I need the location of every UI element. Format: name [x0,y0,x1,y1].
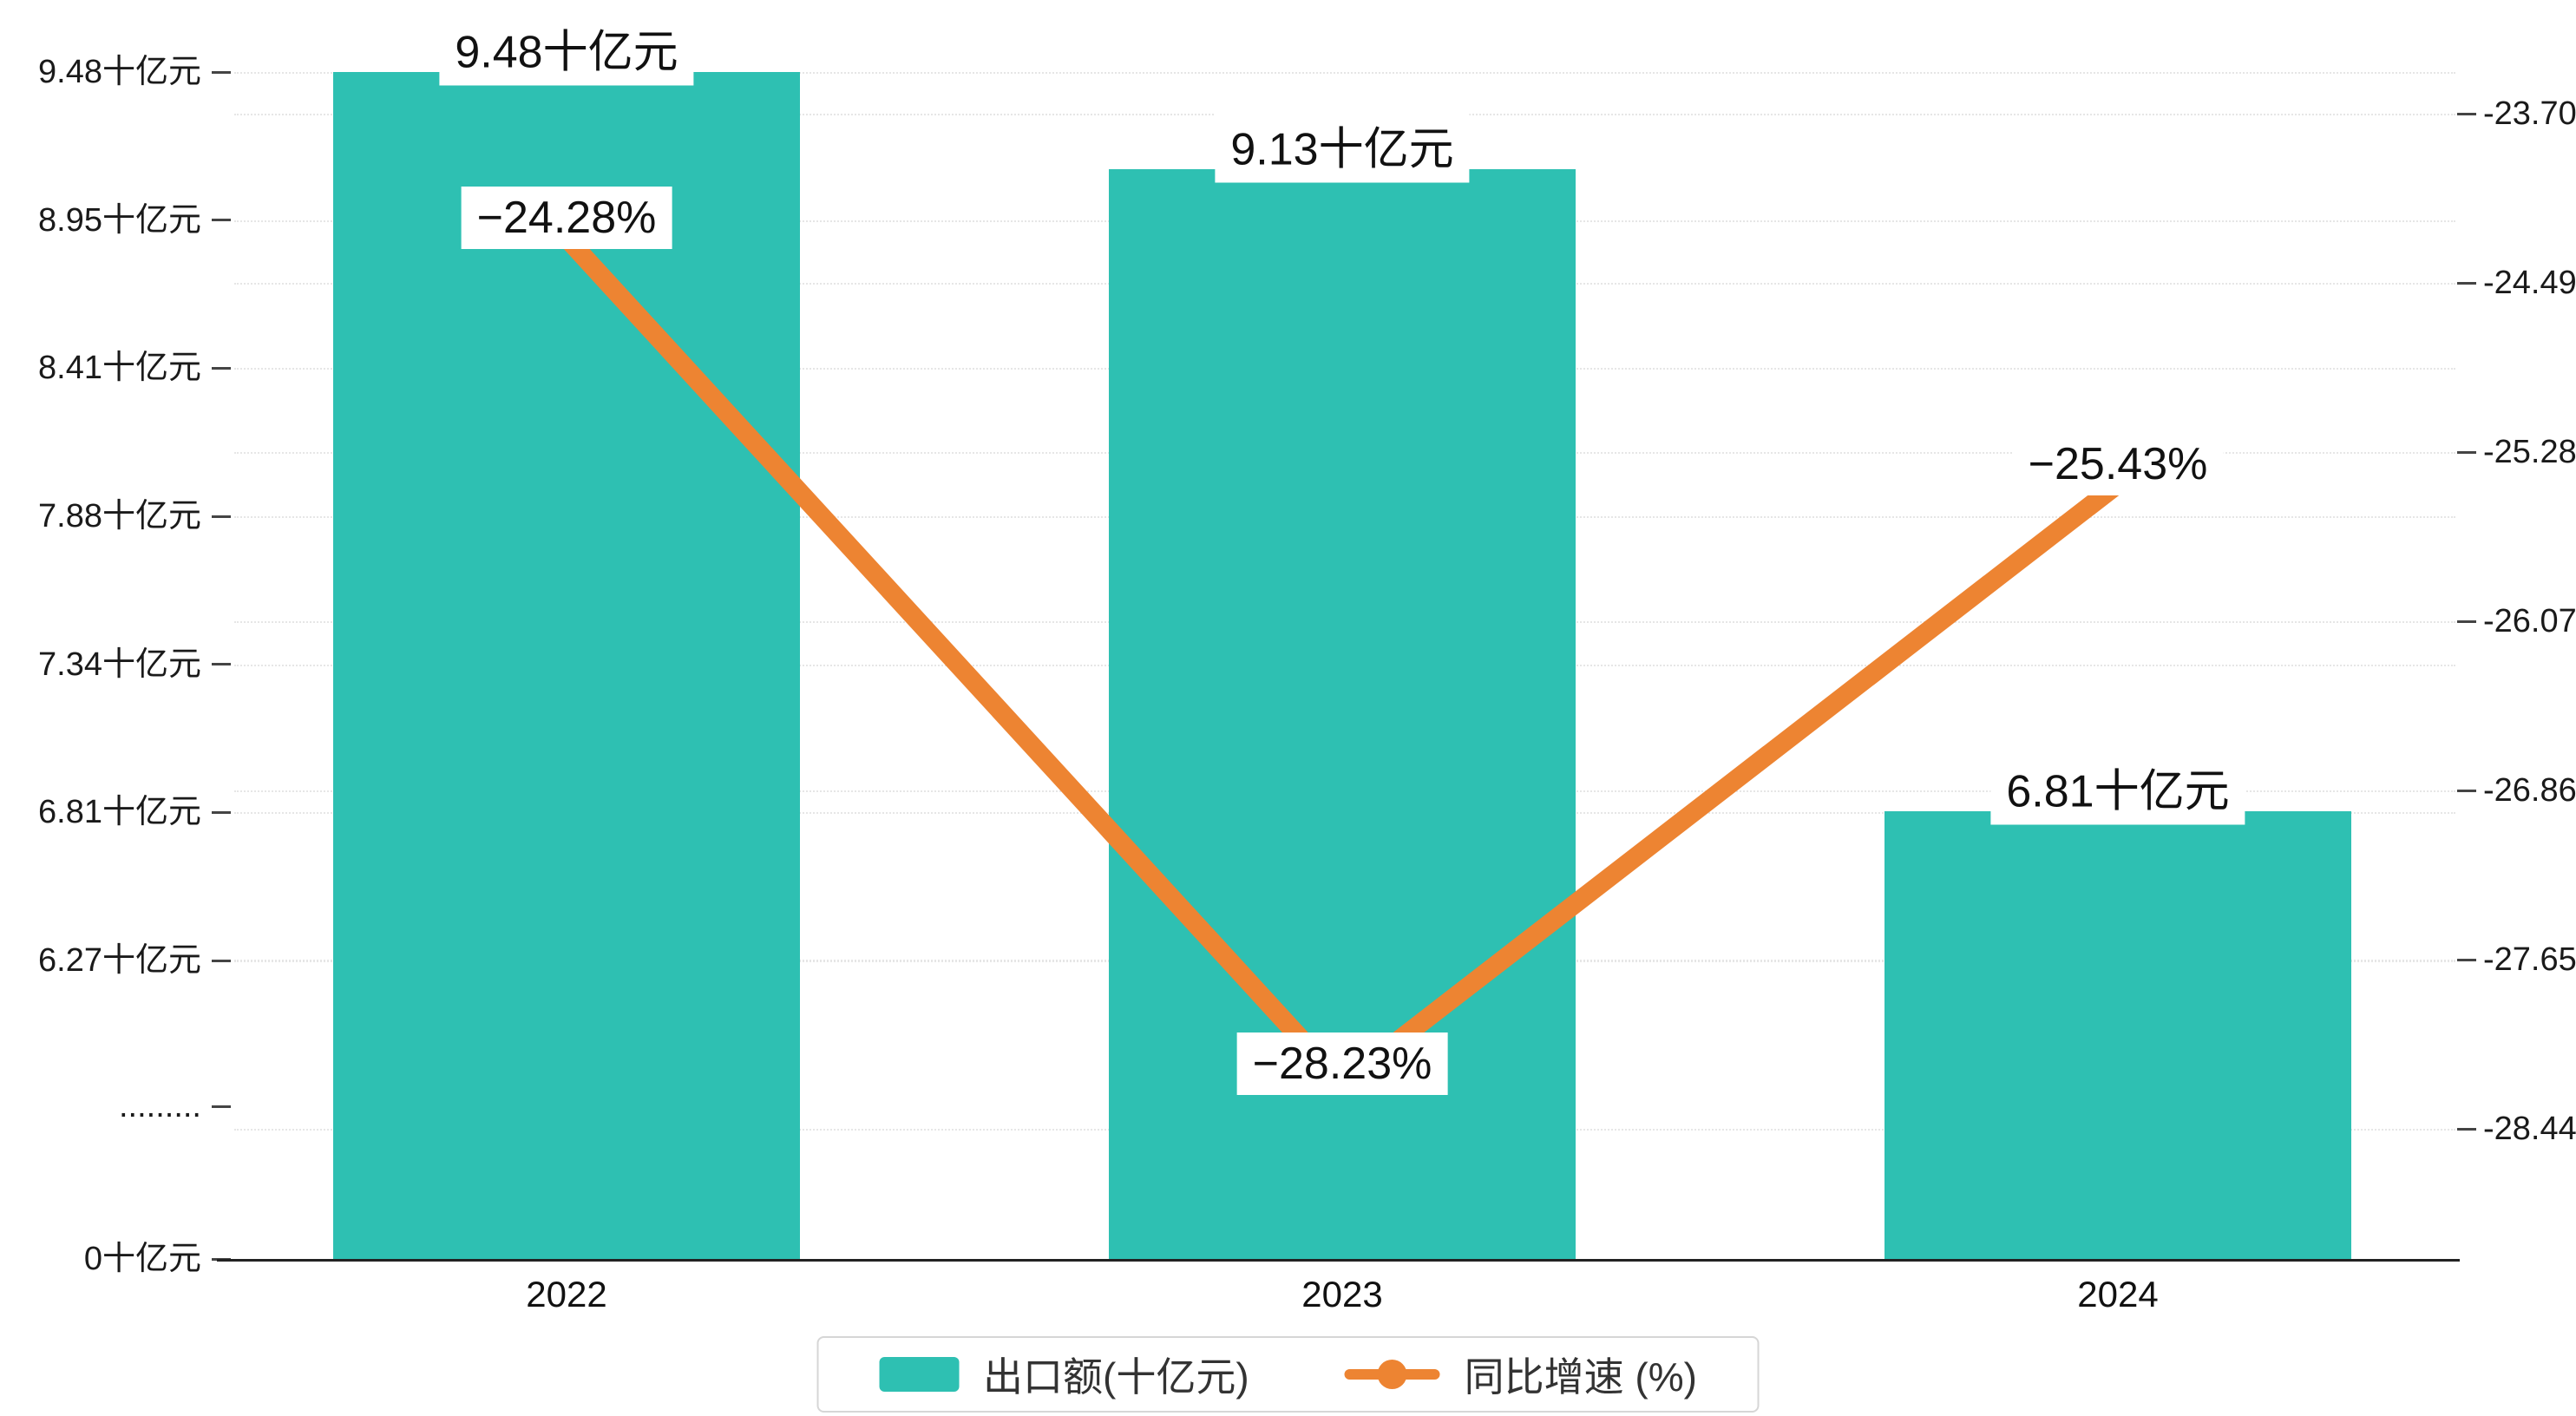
x-axis-line [217,1259,2460,1262]
left-axis-tick [212,70,231,74]
legend: 出口额(十亿元) 同比增速 (%) [816,1336,1760,1413]
left-axis-tick [212,219,231,222]
gridline [234,72,2455,74]
left-axis-tick-label: 6.27十亿元 [38,942,201,979]
left-axis-tick-label: 8.41十亿元 [38,350,201,387]
line-value-label: −24.28% [461,187,672,250]
left-axis-tick-label: 6.81十亿元 [38,794,201,831]
left-axis-tick-label: 7.88十亿元 [38,498,201,534]
right-axis-tick [2457,620,2476,623]
left-axis-tick [212,810,231,814]
x-axis-tick-label: 2023 [1301,1274,1383,1314]
x-axis-tick-label: 2022 [526,1274,607,1314]
legend-bar-label: 出口额(十亿元) [983,1354,1249,1400]
left-axis-tick [212,959,231,962]
right-axis-tick [2457,958,2476,961]
legend-line-marker-icon [1344,1360,1440,1389]
legend-item-growth[interactable]: 同比增速 (%) [1344,1346,1697,1403]
right-axis-tick [2457,281,2476,285]
left-axis-tick-label: ......... [118,1088,201,1124]
right-axis-tick-label: -24.49 [2483,265,2576,301]
x-axis-tick-label: 2024 [2077,1274,2159,1314]
right-axis-tick-label: -23.70 [2483,95,2576,132]
left-axis-tick-label: 8.95十亿元 [38,201,201,239]
legend-bar-swatch-icon [879,1357,960,1392]
right-axis-tick [2457,450,2476,454]
bar-value-label: 9.48十亿元 [439,10,694,86]
right-axis-tick [2457,789,2476,792]
left-axis-tick-label: 9.48十亿元 [38,54,201,90]
left-axis-tick [212,366,231,370]
line-value-label: −25.43% [2012,433,2224,496]
legend-line-dot-icon [1377,1360,1407,1389]
right-axis-tick-label: -26.07 [2483,603,2576,639]
right-axis-tick-label: -25.28 [2483,434,2576,470]
legend-line-label: 同比增速 (%) [1464,1354,1697,1400]
left-axis-tick [212,663,231,666]
right-axis-tick [2457,1127,2476,1131]
bar-value-label: 6.81十亿元 [1990,749,2245,825]
right-axis-tick-label: -26.86 [2483,772,2576,809]
line-value-label: −28.23% [1236,1032,1448,1096]
bar-value-label: 9.13十亿元 [1215,107,1470,183]
left-axis-tick [212,515,231,518]
left-axis-tick [212,1105,231,1108]
legend-item-export[interactable]: 出口额(十亿元) [879,1346,1249,1403]
left-axis-tick-label: 7.34十亿元 [38,646,201,683]
right-axis-tick-label: -28.44 [2483,1111,2576,1147]
right-axis-tick [2457,112,2476,115]
right-axis-tick-label: -27.65 [2483,941,2576,978]
left-axis-tick-label: 0十亿元 [83,1241,201,1277]
